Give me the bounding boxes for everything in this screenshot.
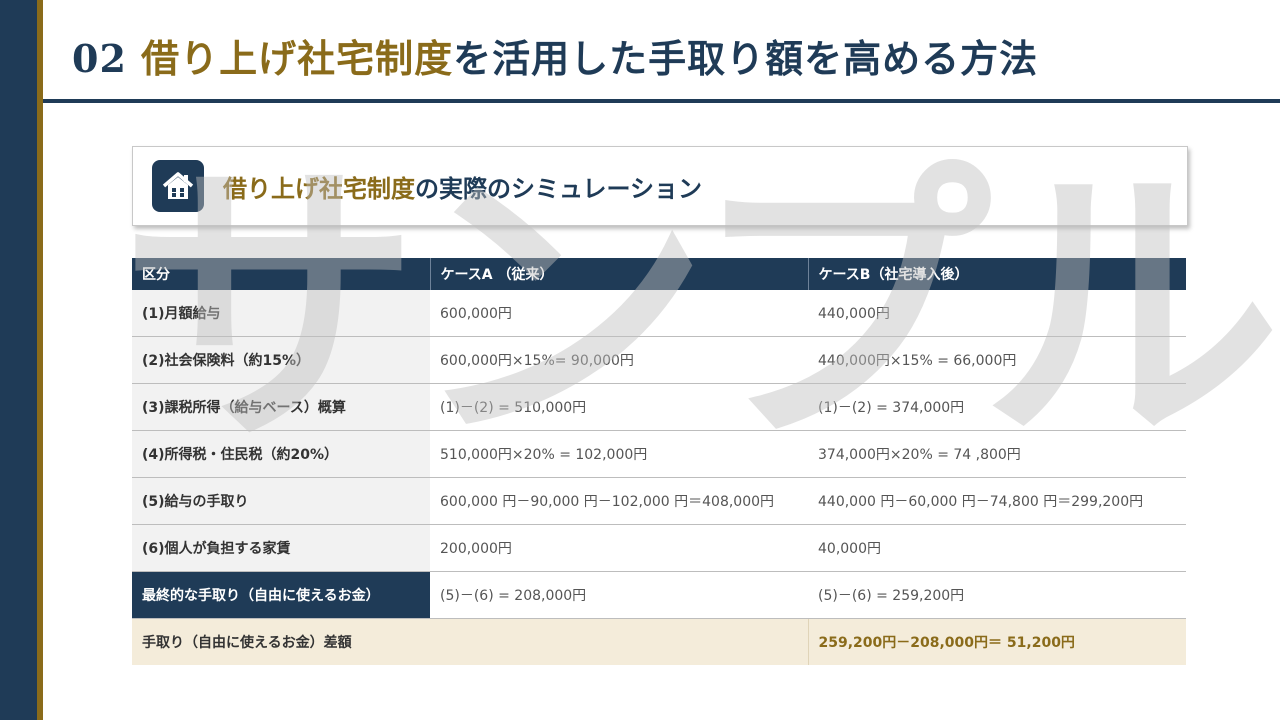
- section-subtitle: 借り上げ社宅制度の実際のシミュレーション: [223, 169, 702, 204]
- subtitle-box: 借り上げ社宅制度の実際のシミュレーション: [132, 146, 1188, 226]
- row-label: (2)社会保険料（約15%）: [132, 336, 430, 384]
- house-icon: [152, 160, 204, 212]
- table-row: (1)月額給与 600,000円 440,000円: [132, 290, 1186, 337]
- page-title: 02 借り上げ社宅制度を活用した手取り額を高める方法: [72, 28, 1038, 83]
- row-label: (5)給与の手取り: [132, 477, 430, 525]
- case-b-value: 374,000円×20% = 74 ,800円: [808, 430, 1186, 478]
- header-case-a: ケースA （従来）: [430, 258, 809, 290]
- case-b-value: (1)－(2) = 374,000円: [808, 383, 1186, 431]
- row-label: (4)所得税・住民税（約20%）: [132, 430, 430, 478]
- case-b-value: 40,000円: [808, 524, 1186, 572]
- row-label-final: 最終的な手取り（自由に使えるお金）: [132, 571, 430, 619]
- row-label: (3)課税所得（給与ベース）概算: [132, 383, 430, 431]
- case-a-value: (5)－(6) = 208,000円: [430, 571, 808, 619]
- table-row: (6)個人が負担する家賃 200,000円 40,000円: [132, 524, 1186, 572]
- case-a-value: 600,000円: [430, 290, 808, 337]
- case-b-value: 440,000円×15% = 66,000円: [808, 336, 1186, 384]
- table-row-final: 最終的な手取り（自由に使えるお金） (5)－(6) = 208,000円 (5)…: [132, 571, 1186, 619]
- header-case-b: ケースB（社宅導入後）: [808, 258, 1186, 290]
- left-gold-stripe: [37, 0, 43, 720]
- difference-label: 手取り（自由に使えるお金）差額: [132, 618, 808, 665]
- simulation-table: 区分 ケースA （従来） ケースB（社宅導入後） (1)月額給与 600,000…: [132, 258, 1186, 665]
- subtitle-rest: の実際のシミュレーション: [415, 175, 703, 203]
- row-label: (1)月額給与: [132, 290, 430, 337]
- left-accent-bar: [0, 0, 37, 720]
- header-category: 区分: [132, 258, 431, 290]
- title-rest: を活用した手取り額を高める方法: [453, 36, 1039, 81]
- case-a-value: (1)－(2) = 510,000円: [430, 383, 808, 431]
- row-label: (6)個人が負担する家賃: [132, 524, 430, 572]
- table-row: (5)給与の手取り 600,000 円－90,000 円－102,000 円＝4…: [132, 477, 1186, 525]
- difference-value: 259,200円－208,000円＝ 51,200円: [807, 618, 1186, 665]
- case-b-value: (5)－(6) = 259,200円: [808, 571, 1186, 619]
- case-b-value: 440,000円: [808, 290, 1186, 337]
- title-highlight: 借り上げ社宅制度: [141, 36, 454, 81]
- difference-row: 手取り（自由に使えるお金）差額 259,200円－208,000円＝ 51,20…: [132, 618, 1186, 665]
- case-a-value: 600,000円×15%= 90,000円: [430, 336, 808, 384]
- table-row: (3)課税所得（給与ベース）概算 (1)－(2) = 510,000円 (1)－…: [132, 383, 1186, 431]
- case-a-value: 600,000 円－90,000 円－102,000 円＝408,000円: [430, 477, 808, 525]
- table-header-row: 区分 ケースA （従来） ケースB（社宅導入後）: [132, 258, 1186, 290]
- case-b-value: 440,000 円－60,000 円－74,800 円＝299,200円: [808, 477, 1186, 525]
- subtitle-highlight: 借り上げ社宅制度: [223, 175, 415, 203]
- table-row: (2)社会保険料（約15%） 600,000円×15%= 90,000円 440…: [132, 336, 1186, 384]
- title-divider: [43, 99, 1280, 103]
- case-a-value: 510,000円×20% = 102,000円: [430, 430, 808, 478]
- title-number: 02: [72, 36, 127, 81]
- case-a-value: 200,000円: [430, 524, 808, 572]
- table-row: (4)所得税・住民税（約20%） 510,000円×20% = 102,000円…: [132, 430, 1186, 478]
